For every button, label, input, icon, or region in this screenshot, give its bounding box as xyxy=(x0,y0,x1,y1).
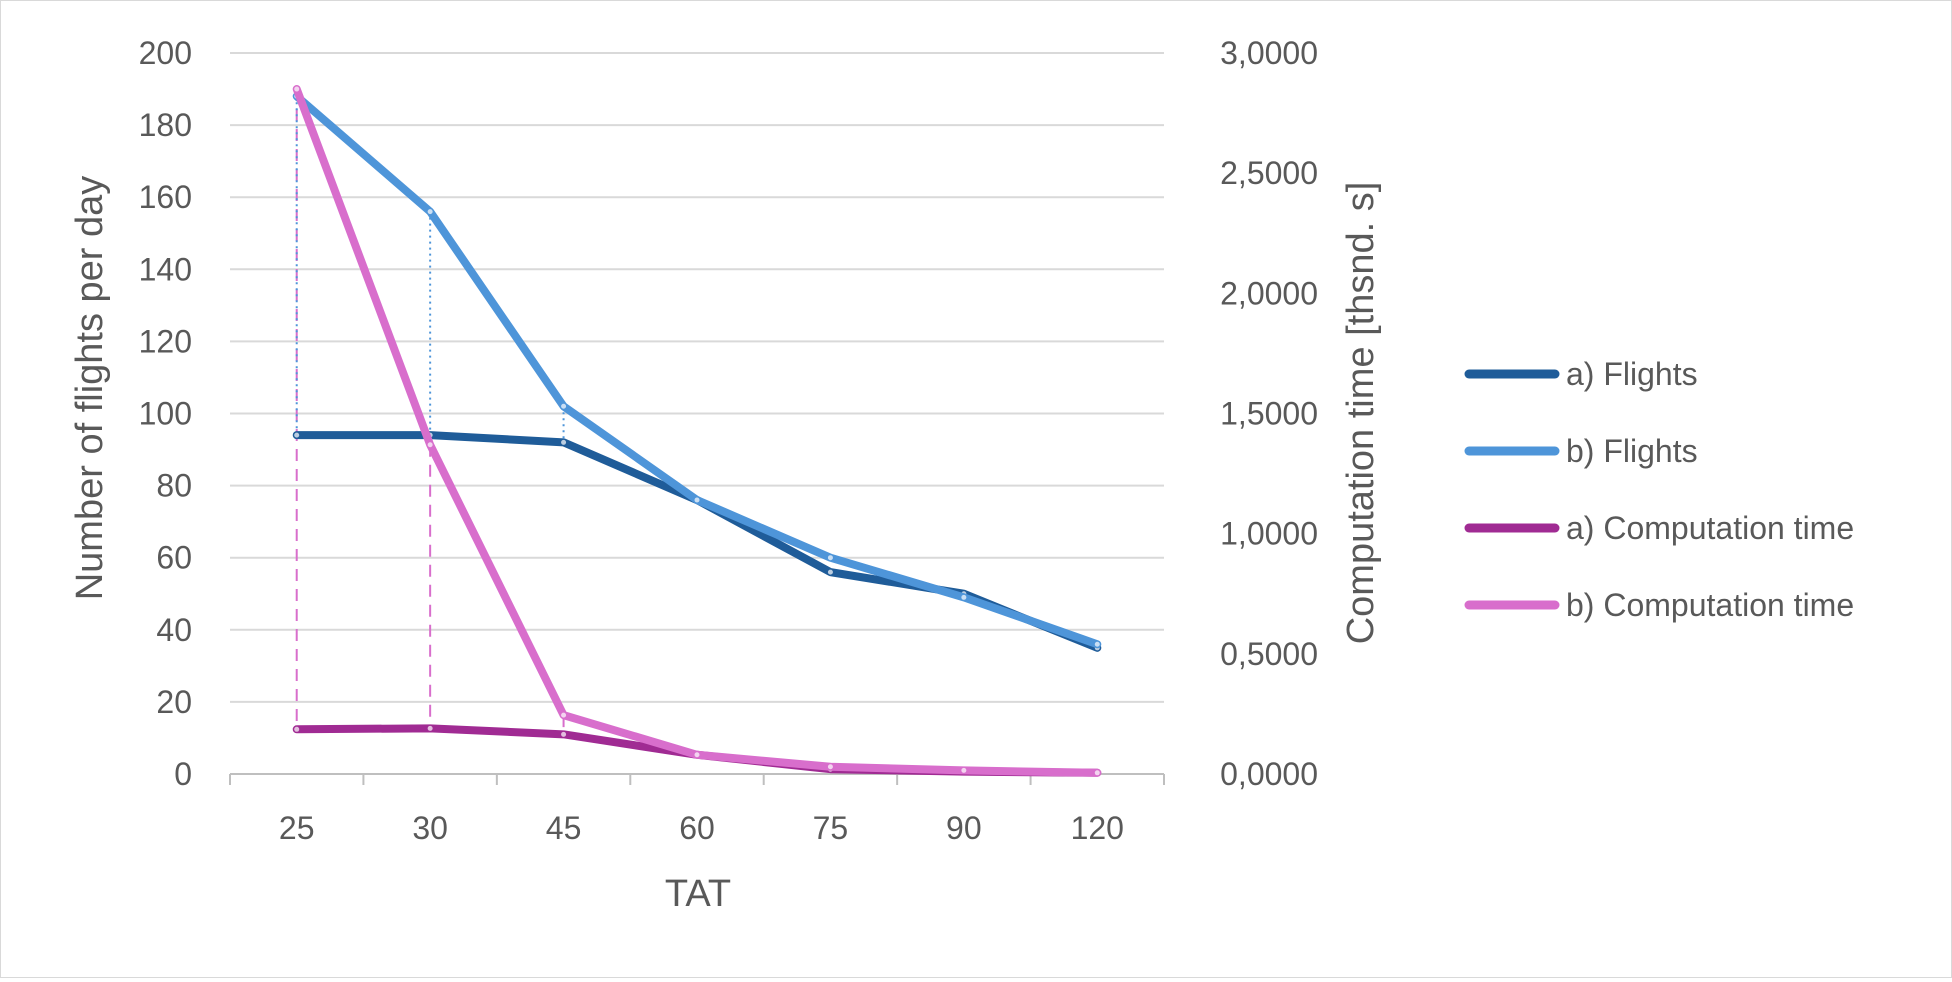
y2-tick-label: 3,0000 xyxy=(1220,35,1318,71)
y-tick-label: 20 xyxy=(156,684,192,720)
y-tick-label: 200 xyxy=(139,35,192,71)
y-axis-title: Number of flights per day xyxy=(69,176,111,601)
data-point-b-computation-time xyxy=(294,86,300,92)
data-point-b-computation-time xyxy=(694,752,700,758)
data-point-b-computation-time xyxy=(961,767,967,773)
x-tick-label: 25 xyxy=(279,810,315,846)
y-tick-label: 120 xyxy=(139,323,192,359)
data-point-b-flights xyxy=(561,403,567,409)
data-point-a-flights xyxy=(294,432,300,438)
data-point-a-computation-time xyxy=(561,731,567,737)
series-line-b-computation-time xyxy=(292,85,1102,777)
x-tick-label: 45 xyxy=(546,810,582,846)
y2-tick-label: 1,0000 xyxy=(1220,516,1318,552)
x-tick-label: 60 xyxy=(679,810,715,846)
data-point-a-flights xyxy=(827,569,833,575)
y2-tick-label: 0,0000 xyxy=(1220,756,1318,792)
x-tick-label: 30 xyxy=(412,810,448,846)
tick-labels: 0 20 40 60 80 100 120 140 160 180 200 0,0000 0,5000 1… xyxy=(139,35,1318,846)
data-point-b-flights xyxy=(827,555,833,561)
data-point-a-flights xyxy=(561,439,567,445)
y-tick-label: 160 xyxy=(139,179,192,215)
y-tick-label: 60 xyxy=(156,540,192,576)
y2-tick-label: 0,5000 xyxy=(1220,636,1318,672)
y2-tick-label: 1,5000 xyxy=(1220,396,1318,432)
y2-axis-title: Computation time [thsnd. s] xyxy=(1340,182,1382,645)
y-tick-label: 180 xyxy=(139,107,192,143)
x-tick-label: 75 xyxy=(813,810,849,846)
series-line-a-flights xyxy=(292,431,1102,652)
data-point-b-computation-time xyxy=(827,764,833,770)
legend-label: b) Computation time xyxy=(1566,587,1854,623)
x-axis-title: TAT xyxy=(665,873,731,915)
x-tick-label: 90 xyxy=(946,810,982,846)
droplines xyxy=(295,89,565,735)
y-tick-label: 40 xyxy=(156,612,192,648)
y-tick-label: 140 xyxy=(139,251,192,287)
y2-tick-label: 2,0000 xyxy=(1220,275,1318,311)
data-point-b-flights xyxy=(694,497,700,503)
data-point-b-computation-time xyxy=(427,442,433,448)
legend-label: b) Flights xyxy=(1566,433,1698,469)
y-tick-label: 0 xyxy=(174,756,192,792)
gridlines xyxy=(230,52,1164,703)
data-point-b-flights xyxy=(427,209,433,215)
series-lines xyxy=(292,85,1102,777)
series-line-b-flights xyxy=(292,92,1102,649)
y2-tick-label: 2,5000 xyxy=(1220,155,1318,191)
data-point-a-computation-time xyxy=(427,725,433,731)
x-tick-label: 120 xyxy=(1071,810,1124,846)
data-point-b-flights xyxy=(961,594,967,600)
data-point-a-computation-time xyxy=(294,726,300,732)
series-line-a-computation-time xyxy=(292,724,1102,777)
legend-label: a) Flights xyxy=(1566,356,1698,392)
data-point-b-computation-time xyxy=(561,712,567,718)
data-point-b-computation-time xyxy=(1094,770,1100,776)
legend: a) Flights b) Flights a) Computation time b… xyxy=(1464,356,1854,623)
y-tick-label: 80 xyxy=(156,468,192,504)
y-tick-label: 100 xyxy=(139,396,192,432)
data-point-b-flights xyxy=(1094,641,1100,647)
legend-label: a) Computation time xyxy=(1566,510,1854,546)
